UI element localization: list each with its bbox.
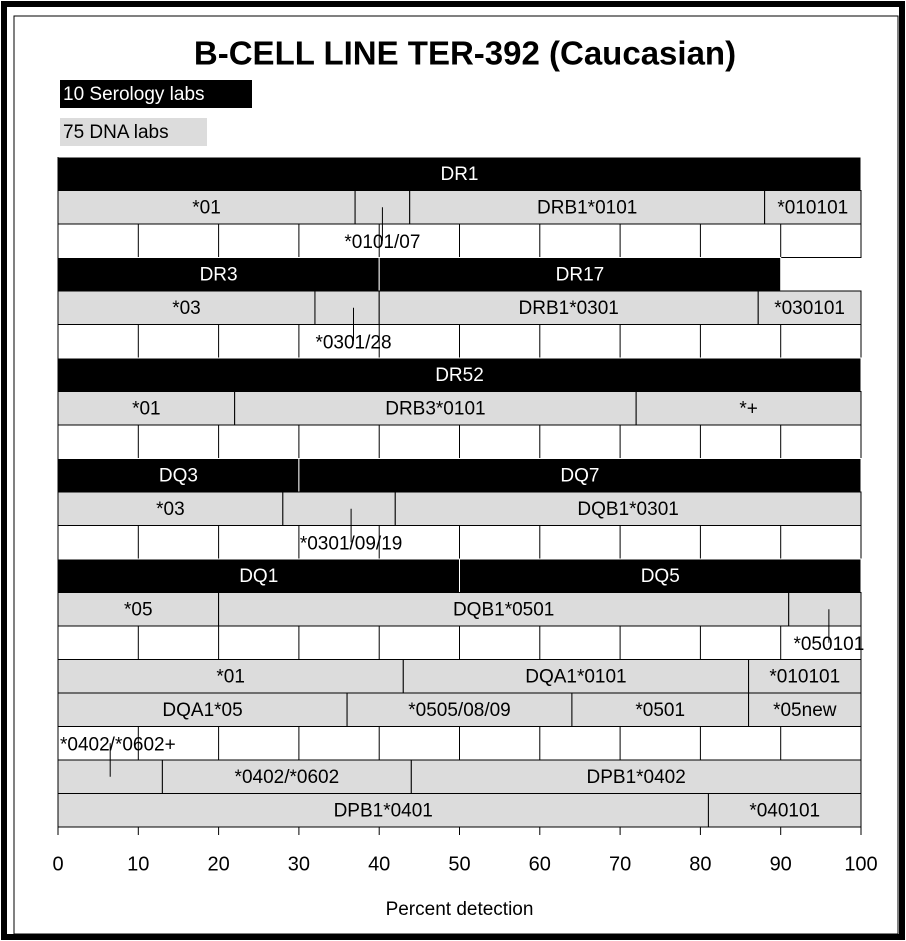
segment-label: *05 [124,599,153,620]
legend-swatch [60,80,252,108]
segment-label: *010101 [769,666,840,687]
segment [57,793,709,828]
segment-label: DPB1*0402 [587,767,686,788]
segment-label: DQB1*0501 [453,599,554,620]
segment-label: *01 [216,666,245,687]
segment-label: DQ5 [641,566,680,587]
segment-label: DRB1*0101 [537,197,637,218]
segment [788,592,862,627]
segment-label: *030101 [774,298,845,319]
segment [57,491,284,526]
segment [298,458,862,493]
x-tick-label: 90 [770,853,792,875]
segment [571,692,750,727]
legend-swatch [60,118,207,146]
segment [748,692,862,727]
segment [409,190,766,225]
segment [459,558,862,593]
segment-label: *0402/*0602 [235,767,340,788]
segment [57,257,380,292]
marker-label: *0301/09/19 [300,533,403,554]
x-tick-label: 10 [127,853,149,875]
segment [748,659,862,694]
segment [57,156,862,191]
segment-label: DQB1*0301 [577,499,678,520]
x-tick-label: 40 [368,853,390,875]
segment-label: *0505/08/09 [408,700,511,721]
segment [314,290,380,325]
x-tick-label: 20 [207,853,229,875]
marker-label: *0301/28 [315,332,391,353]
x-tick-label: 70 [609,853,631,875]
segment [635,391,862,426]
segment-label: DR52 [435,365,484,386]
segment-label: *+ [739,398,758,419]
segment-label: DQ7 [560,465,599,486]
segment [757,290,862,325]
segment-label: DR17 [556,264,605,285]
marker-label: *0402/*0602+ [60,734,176,755]
chart-title: B-CELL LINE TER-392 (Caucasian) [194,35,736,72]
legend-label: 75 DNA labs [63,122,169,143]
segment [57,558,460,593]
segment [410,759,862,794]
x-tick-label: 60 [529,853,551,875]
segment-label: *0501 [635,700,685,721]
segment [378,257,782,292]
x-tick-label: 30 [288,853,310,875]
x-tick-label: 80 [689,853,711,875]
marker-label: *0101/07 [344,232,420,253]
segment [57,290,316,325]
segment-label: *01 [132,398,161,419]
legend-label: 10 Serology labs [63,84,205,105]
inner-frame [13,15,899,935]
segment-label: DRB3*0101 [385,398,485,419]
x-axis-label: Percent detection [386,899,534,920]
segment-label: *03 [156,499,185,520]
segment [57,391,236,426]
segment-label: *01 [192,197,221,218]
segment-label: *040101 [749,800,820,821]
segment-label: DQ3 [159,465,198,486]
segment-label: DRB1*0301 [519,298,619,319]
segment [402,659,750,694]
segment-label: DR1 [440,164,478,185]
x-tick-label: 50 [448,853,470,875]
segment-label: DR3 [200,264,238,285]
segment-label: DPB1*0401 [334,800,433,821]
segment-label: *010101 [777,197,848,218]
segment [378,290,759,325]
segment [282,491,396,526]
x-tick-label: 0 [52,853,63,875]
marker-label: *050101 [793,634,864,655]
segment [346,692,573,727]
segment-label: DQ1 [239,566,278,587]
segment-label: DQA1*0101 [525,666,626,687]
x-tick-label: 100 [844,853,877,875]
segment-label: *03 [172,298,201,319]
segment-label: DQA1*05 [162,700,242,721]
segment [57,357,862,392]
segment-label: *05new [773,700,837,721]
